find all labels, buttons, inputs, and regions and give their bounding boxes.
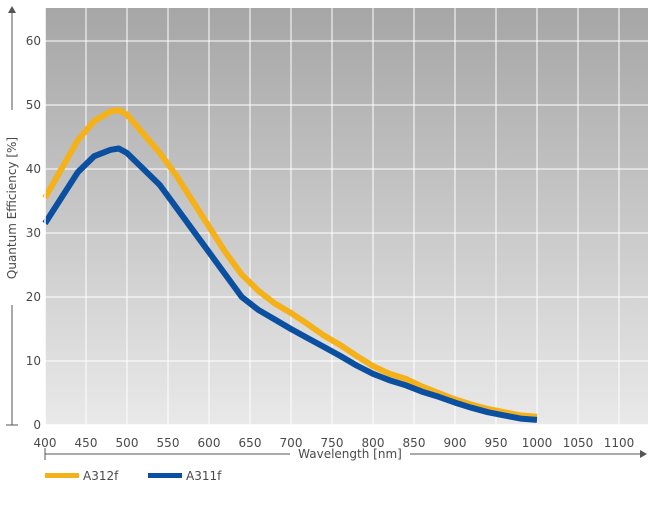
grid-lines [44, 8, 648, 426]
x-tick-label: 850 [403, 436, 426, 450]
x-tick-label: 900 [444, 436, 467, 450]
series-line-a312f [42, 107, 538, 420]
x-tick-labels: 400 450 500 550 600 650 700 750 800 850 900 950 1000… [34, 436, 635, 450]
x-tick-label: 1000 [522, 436, 553, 450]
y-tick-label: 60 [26, 34, 41, 48]
x-tick-label: 750 [321, 436, 344, 450]
x-axis-title-group: Wavelength [nm] [44, 447, 647, 461]
x-axis-title: Wavelength [nm] [298, 447, 402, 461]
legend-label-a312f: A312f [83, 469, 119, 483]
legend-swatch-a311f [148, 473, 182, 478]
x-tick-label: 1050 [563, 436, 594, 450]
x-tick-label: 450 [75, 436, 98, 450]
series-line-a311f [42, 145, 538, 423]
x-tick-label: 800 [362, 436, 385, 450]
x-tick-label: 650 [239, 436, 262, 450]
axes [44, 8, 648, 426]
x-tick-label: 500 [116, 436, 139, 450]
y-tick-label: 10 [26, 354, 41, 368]
x-tick-label: 700 [280, 436, 303, 450]
x-tick-label: 400 [34, 436, 57, 450]
y-tick-label: 30 [26, 226, 41, 240]
legend: A312f A311f [45, 469, 222, 483]
y-axis-arrow-icon [8, 6, 16, 13]
y-tick-label: 40 [26, 162, 41, 176]
legend-label-a311f: A311f [186, 469, 222, 483]
legend-swatch-a312f [45, 473, 79, 478]
y-tick-label: 0 [33, 418, 41, 432]
y-tick-labels: 0 10 20 30 40 50 60 [26, 34, 41, 432]
y-tick-label: 20 [26, 290, 41, 304]
y-axis-title: Quantum Efficiency [%] [5, 137, 19, 279]
x-tick-label: 600 [198, 436, 221, 450]
x-axis-arrow-icon [640, 450, 647, 458]
x-tick-label: 1100 [604, 436, 635, 450]
y-tick-label: 50 [26, 98, 41, 112]
y-axis-title-group: Quantum Efficiency [%] [5, 6, 19, 426]
plot-background [45, 8, 648, 425]
series-layer [42, 107, 538, 423]
x-tick-label: 550 [157, 436, 180, 450]
x-tick-label: 950 [485, 436, 508, 450]
